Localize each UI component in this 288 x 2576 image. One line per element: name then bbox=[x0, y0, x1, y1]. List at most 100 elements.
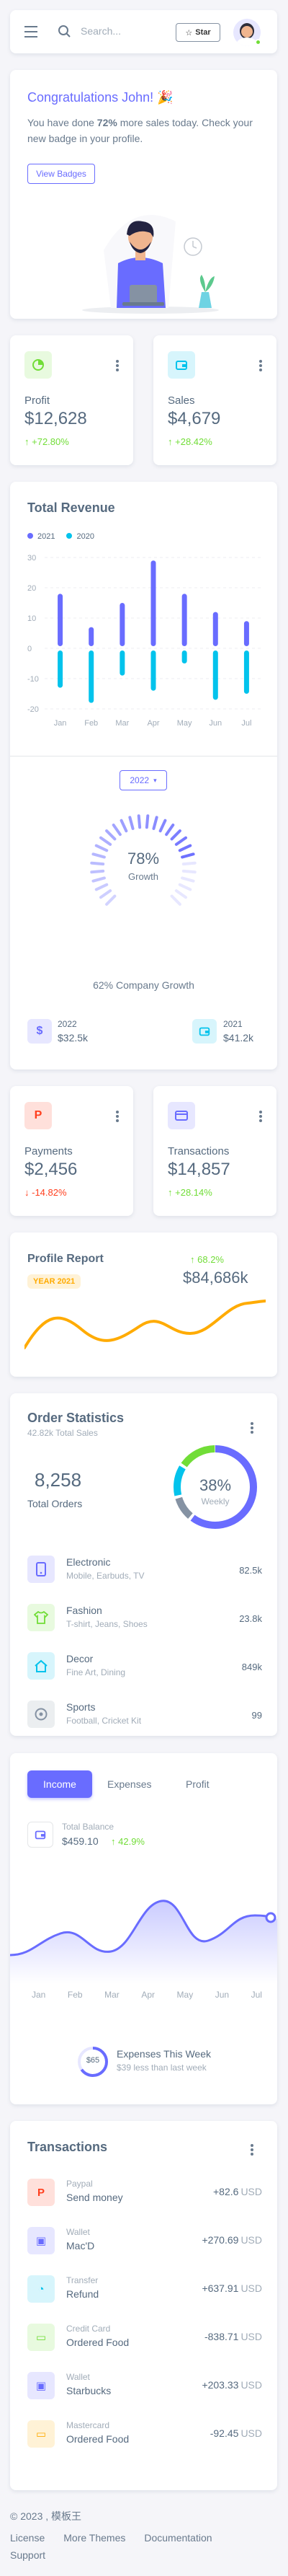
year-dropdown[interactable]: 2022 ▾ bbox=[120, 770, 167, 790]
order-item-name: Electronic bbox=[66, 1556, 111, 1568]
gauge-segment bbox=[128, 816, 135, 830]
profit-value: $12,628 bbox=[24, 409, 87, 428]
profile-report-card: Profile Report YEAR 2021 ↑ 68.2% $84,686… bbox=[10, 1232, 277, 1377]
view-badges-button[interactable]: View Badges bbox=[27, 164, 95, 184]
gauge-segment bbox=[94, 844, 109, 852]
transactions-menu-icon[interactable] bbox=[251, 2144, 253, 2157]
revenue-bar-2020[interactable] bbox=[243, 650, 249, 694]
paypal-icon: P bbox=[27, 2179, 55, 2206]
transaction-source: Wallet bbox=[66, 2372, 90, 2382]
revenue-title: Total Revenue bbox=[27, 500, 115, 515]
transactions-stat-change-value: +28.14% bbox=[175, 1187, 212, 1198]
total-orders-label: Total Orders bbox=[27, 1498, 83, 1509]
y-tick-label: 20 bbox=[27, 584, 36, 593]
x-tick-label: May bbox=[177, 719, 192, 728]
profile-report-sparkline bbox=[24, 1300, 266, 1349]
transaction-amount-value: +203.33 bbox=[202, 2379, 239, 2391]
transaction-amount: -838.71 USD bbox=[176, 2331, 262, 2342]
month-label: Jun bbox=[215, 1990, 230, 2000]
revenue-bar-2021[interactable] bbox=[243, 621, 249, 646]
year-badge: YEAR 2021 bbox=[27, 1274, 81, 1289]
transactions-stat-label: Transactions bbox=[168, 1145, 230, 1157]
revenue-bar-2021[interactable] bbox=[181, 594, 187, 646]
tab-expenses[interactable]: Expenses bbox=[107, 1778, 152, 1790]
welcome-text-part: You have done bbox=[27, 117, 97, 128]
x-tick-label: Feb bbox=[84, 719, 98, 728]
welcome-title: Congratulations John! 🎉 bbox=[27, 90, 174, 105]
chart-icon: ◔ bbox=[27, 2275, 55, 2303]
gauge-segment bbox=[181, 876, 195, 883]
tab-profit[interactable]: Profit bbox=[186, 1778, 210, 1790]
y-tick-label: -20 bbox=[27, 705, 39, 714]
wallet-icon bbox=[168, 351, 195, 379]
gauge-segment bbox=[181, 869, 197, 874]
search-icon[interactable] bbox=[58, 25, 72, 39]
revenue-bar-2021[interactable] bbox=[150, 560, 156, 646]
transaction-name: Starbucks bbox=[66, 2385, 112, 2396]
tab-income[interactable]: Income bbox=[27, 1770, 92, 1798]
stat-2022-value: $32.5k bbox=[58, 1032, 89, 1044]
y-tick-label: 0 bbox=[27, 645, 32, 653]
menu-icon[interactable] bbox=[24, 26, 37, 38]
footer-link-license[interactable]: License bbox=[10, 2532, 45, 2544]
donut-value: 38% bbox=[199, 1476, 232, 1494]
revenue-bar-2021[interactable] bbox=[89, 627, 94, 646]
footer-link-documentation[interactable]: Documentation bbox=[144, 2532, 212, 2544]
payments-menu-icon[interactable] bbox=[116, 1111, 119, 1124]
payments-change-value: -14.82% bbox=[32, 1187, 67, 1198]
transaction-source: Wallet bbox=[66, 2227, 90, 2237]
gauge-segment bbox=[99, 889, 112, 899]
revenue-bar-2020[interactable] bbox=[150, 650, 156, 691]
y-tick-label: 30 bbox=[27, 554, 36, 563]
weekly-donut-chart bbox=[174, 1445, 257, 1529]
transaction-amount-value: -838.71 bbox=[204, 2331, 239, 2342]
expense-title: Expenses This Week bbox=[117, 2048, 211, 2060]
profile-report-change-value: 68.2% bbox=[197, 1254, 224, 1265]
footer-link-support[interactable]: Support bbox=[10, 2549, 46, 2561]
sales-change: ↑ +28.42% bbox=[168, 436, 212, 447]
legend-2021: 2021 bbox=[27, 532, 55, 541]
profit-menu-icon[interactable] bbox=[116, 360, 119, 373]
x-tick-label: Apr bbox=[147, 719, 159, 728]
payments-label: Payments bbox=[24, 1145, 73, 1157]
sales-menu-icon[interactable] bbox=[259, 360, 262, 373]
revenue-bar-2020[interactable] bbox=[89, 650, 94, 703]
github-star-button[interactable]: ☆ Star bbox=[176, 23, 220, 42]
search-input[interactable]: Search... bbox=[81, 25, 122, 37]
x-tick-label: Jul bbox=[241, 719, 251, 728]
order-item-name: Fashion bbox=[66, 1605, 102, 1616]
transaction-amount: -92.45 USD bbox=[176, 2427, 262, 2439]
revenue-legend: 2021 2020 bbox=[27, 532, 94, 541]
transactions-stat-menu-icon[interactable] bbox=[259, 1111, 262, 1124]
avatar[interactable] bbox=[233, 19, 261, 46]
revenue-bar-2021[interactable] bbox=[58, 594, 63, 646]
gauge-segment bbox=[178, 883, 192, 891]
order-item-name: Sports bbox=[66, 1701, 96, 1713]
online-status-dot bbox=[255, 39, 261, 45]
revenue-bar-2020[interactable] bbox=[58, 650, 63, 688]
total-orders-value: 8,258 bbox=[35, 1469, 82, 1491]
y-tick-label: -10 bbox=[27, 675, 39, 684]
gauge-segment bbox=[91, 852, 106, 859]
revenue-bar-2021[interactable] bbox=[212, 612, 218, 646]
revenue-bar-2020[interactable] bbox=[120, 650, 125, 676]
balance-change-value: 42.9% bbox=[118, 1836, 145, 1847]
shirt-icon bbox=[27, 1604, 55, 1631]
payments-change: ↓ -14.82% bbox=[24, 1187, 67, 1198]
revenue-divider bbox=[10, 756, 277, 757]
revenue-bar-2021[interactable] bbox=[120, 603, 125, 646]
order-stats-menu-icon[interactable] bbox=[251, 1422, 253, 1435]
month-label: Jul bbox=[251, 1990, 262, 2000]
gauge-segment bbox=[170, 829, 181, 841]
transaction-amount: +270.69 USD bbox=[176, 2234, 262, 2246]
revenue-bar-2020[interactable] bbox=[181, 650, 187, 663]
revenue-bar-2020[interactable] bbox=[212, 650, 218, 700]
year-dropdown-label: 2022 bbox=[130, 775, 150, 785]
arrow-up-icon: ↑ bbox=[24, 436, 30, 447]
footer-link-more-themes[interactable]: More Themes bbox=[63, 2532, 126, 2544]
month-label: Feb bbox=[67, 1990, 83, 2000]
legend-label: 2020 bbox=[76, 532, 94, 541]
transactions-card: Transactions P Paypal Send money +82.6 USD ▣ W… bbox=[10, 2121, 277, 2490]
donut-label: Weekly bbox=[201, 1496, 230, 1507]
welcome-card: Congratulations John! 🎉 You have done 72… bbox=[10, 70, 277, 319]
